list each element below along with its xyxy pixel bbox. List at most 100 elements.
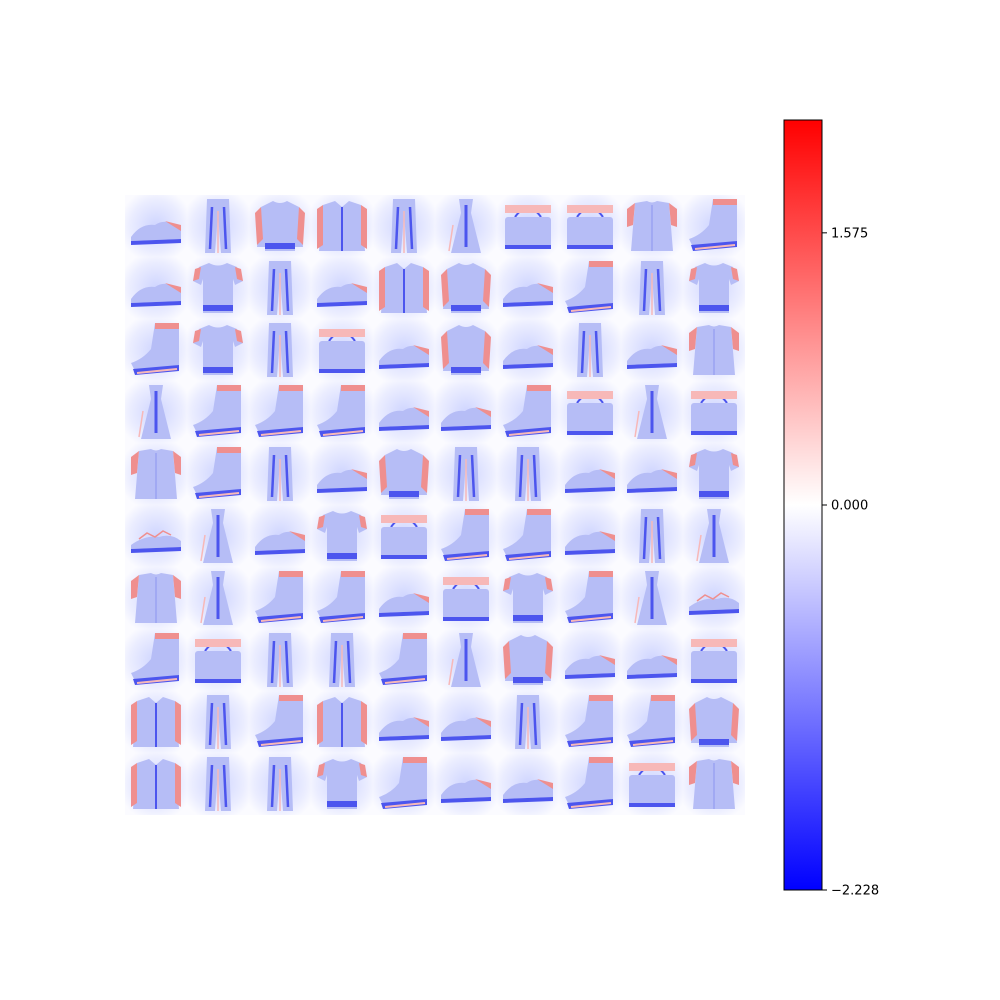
heatmap-cell: [373, 567, 435, 629]
heatmap-cell: [187, 567, 249, 629]
heatmap-cell: [435, 691, 497, 753]
heatmap-cell: [187, 195, 249, 257]
heatmap-cell: [621, 381, 683, 443]
heatmap-cell: [125, 443, 187, 505]
heatmap-cell: [683, 257, 745, 319]
heatmap-cell: [187, 691, 249, 753]
heatmap-cell: [683, 505, 745, 567]
heatmap-grid: [125, 195, 745, 815]
heatmap-cell: [187, 381, 249, 443]
heatmap-cell: [559, 567, 621, 629]
heatmap-cell: [187, 629, 249, 691]
heatmap-cell: [249, 753, 311, 815]
colorbar-ticks: 1.575 0.000 −2.228: [822, 226, 879, 899]
heatmap-cell: [373, 443, 435, 505]
heatmap-cell: [497, 195, 559, 257]
heatmap-cell: [683, 195, 745, 257]
heatmap-cell: [187, 753, 249, 815]
heatmap-cell: [373, 505, 435, 567]
heatmap-cell: [311, 753, 373, 815]
heatmap-cell: [435, 629, 497, 691]
heatmap-cell: [249, 381, 311, 443]
heatmap-cell: [311, 691, 373, 753]
heatmap-cell: [373, 691, 435, 753]
heatmap-cell: [373, 319, 435, 381]
heatmap-cell: [373, 629, 435, 691]
heatmap-cell: [621, 691, 683, 753]
heatmap-cell: [559, 443, 621, 505]
heatmap-cell: [311, 567, 373, 629]
heatmap-cell: [249, 257, 311, 319]
heatmap-cell: [373, 753, 435, 815]
heatmap-cell: [435, 195, 497, 257]
heatmap-cell: [125, 567, 187, 629]
heatmap-cell: [249, 629, 311, 691]
colorbar-tick-label: −2.228: [831, 884, 879, 899]
heatmap-cell: [311, 319, 373, 381]
heatmap-cell: [559, 195, 621, 257]
heatmap-cell: [621, 319, 683, 381]
heatmap-cell: [683, 753, 745, 815]
heatmap-cell: [187, 257, 249, 319]
heatmap-cell: [683, 381, 745, 443]
heatmap-cell: [621, 753, 683, 815]
heatmap-cell: [125, 505, 187, 567]
heatmap-cell: [621, 505, 683, 567]
heatmap-cell: [311, 443, 373, 505]
heatmap-cell: [435, 319, 497, 381]
heatmap-cell: [559, 505, 621, 567]
heatmap-cell: [125, 629, 187, 691]
heatmap-cell: [249, 505, 311, 567]
heatmap-cell: [373, 381, 435, 443]
heatmap-cell: [435, 505, 497, 567]
heatmap-cell: [311, 257, 373, 319]
heatmap-cell: [311, 381, 373, 443]
heatmap-cell: [249, 691, 311, 753]
heatmap-cell: [621, 567, 683, 629]
heatmap-cell: [249, 195, 311, 257]
heatmap-cell: [373, 195, 435, 257]
heatmap-cell: [311, 629, 373, 691]
heatmap-cell: [497, 443, 559, 505]
colorbar-gradient: [783, 119, 823, 891]
heatmap-cell: [187, 319, 249, 381]
heatmap-cell: [497, 567, 559, 629]
heatmap-cell: [125, 319, 187, 381]
heatmap-cell: [559, 753, 621, 815]
heatmap-cell: [435, 753, 497, 815]
heatmap-cell: [311, 195, 373, 257]
heatmap-cell: [497, 691, 559, 753]
heatmap-cell: [187, 443, 249, 505]
heatmap-cell: [125, 381, 187, 443]
heatmap-cell: [311, 505, 373, 567]
heatmap-cell: [435, 443, 497, 505]
colorbar: 1.575 0.000 −2.228: [783, 119, 879, 899]
heatmap-cell: [187, 505, 249, 567]
heatmap-cell: [249, 443, 311, 505]
heatmap-cell: [621, 443, 683, 505]
heatmap-cell: [683, 319, 745, 381]
heatmap-cell: [559, 319, 621, 381]
heatmap-cell: [435, 381, 497, 443]
heatmap-cell: [683, 629, 745, 691]
heatmap-cell: [621, 629, 683, 691]
heatmap-cell: [497, 381, 559, 443]
heatmap-cell: [497, 505, 559, 567]
heatmap-cell: [559, 257, 621, 319]
heatmap-cell: [249, 567, 311, 629]
heatmap-cell: [497, 753, 559, 815]
heatmap-cell: [497, 629, 559, 691]
heatmap-cell: [497, 319, 559, 381]
heatmap-cell: [559, 629, 621, 691]
heatmap-cell: [373, 257, 435, 319]
heatmap-cell: [435, 567, 497, 629]
colorbar-tick-label: 0.000: [831, 499, 868, 514]
heatmap-cell: [125, 691, 187, 753]
heatmap-cell: [559, 381, 621, 443]
heatmap-cell: [125, 753, 187, 815]
heatmap-cell: [125, 257, 187, 319]
heatmap-cell: [621, 195, 683, 257]
heatmap-cell: [683, 567, 745, 629]
colorbar-tick-label: 1.575: [831, 226, 868, 241]
